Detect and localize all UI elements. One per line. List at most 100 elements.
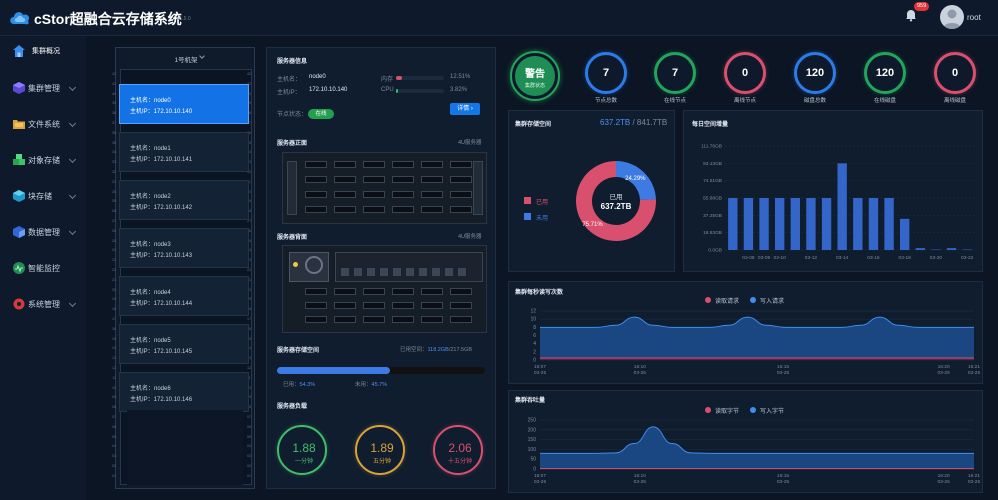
bar[interactable] (931, 249, 941, 251)
drive-bay (305, 302, 327, 309)
rack-unit-number: 34 (247, 150, 251, 155)
detail-button-label: 详情 (457, 106, 470, 112)
bar[interactable] (821, 197, 832, 250)
bar[interactable] (868, 197, 879, 250)
bar[interactable] (915, 248, 925, 250)
bar[interactable] (884, 197, 894, 250)
x-tick-label: 03-10 (774, 255, 787, 261)
rack-unit-number: 31 (247, 179, 251, 184)
x-tick-label: 03-14 (836, 255, 849, 261)
chevron-down-icon (68, 299, 77, 308)
rack-node-slot[interactable]: 主机名：node3 主机IP：172.10.10.143 (119, 228, 249, 268)
io-port (341, 268, 349, 276)
rack-unit-number: 18 (247, 307, 251, 312)
rack-title[interactable]: 1号机架 (174, 57, 198, 64)
legend-used-label[interactable]: 已用 (536, 200, 549, 206)
sidebar-item-monitoring[interactable]: 智能监控 (0, 257, 86, 281)
bar[interactable] (775, 197, 785, 250)
rack-unit-number: 20 (247, 287, 251, 292)
bar[interactable] (946, 248, 957, 250)
rack-unit-number: 40 (112, 91, 116, 96)
x-tick-date: 03-25 (968, 370, 981, 376)
cluster-stat-value: 7 (671, 67, 679, 79)
data-icon (13, 226, 25, 238)
user-icon (943, 9, 961, 29)
sidebar-item-filesystem[interactable]: 文件系统 (0, 113, 86, 137)
x-tick-date: 03-25 (634, 479, 647, 485)
sidebar-item-label: 文件系统 (28, 120, 60, 129)
x-tick-date: 03-25 (534, 370, 547, 376)
rack-node-slot[interactable]: 主机名：node0 主机IP：172.10.10.140 (119, 84, 249, 124)
rack-unit-number: 40 (247, 91, 251, 96)
rack-node-slot[interactable]: 主机名：node2 主机IP：172.10.10.142 (119, 180, 249, 220)
rack-node-slot[interactable]: 主机名：node1 主机IP：172.10.10.141 (119, 132, 249, 172)
drive-bay (392, 288, 414, 295)
rack-node-slot[interactable]: 主机名：node5 主机IP：172.10.10.145 (119, 324, 249, 364)
sidebar-item-block-storage[interactable]: 块存储 (0, 185, 86, 209)
drive-bay (450, 191, 472, 198)
x-tick-label: 03-16 (867, 255, 880, 261)
bar[interactable] (728, 197, 738, 250)
node-name: 主机名：node3 (130, 242, 171, 248)
cluster-stat-ring: 7 (585, 52, 627, 94)
y-tick-label: 0 (533, 358, 536, 364)
sidebar-item-data-management[interactable]: 数据管理 (0, 221, 86, 245)
sidebar-item-system[interactable]: 系统管理 (0, 293, 86, 317)
node-ip: 主机IP：172.10.10.140 (130, 109, 193, 115)
drive-bay (305, 161, 327, 168)
bar[interactable] (837, 163, 847, 250)
x-tick-date: 03-25 (937, 479, 950, 485)
rack-unit-number: 19 (247, 297, 251, 302)
rack-node-slot[interactable]: 主机名：node4 主机IP：172.10.10.144 (119, 276, 249, 316)
bar[interactable] (759, 197, 769, 250)
throughput-legend-write[interactable]: 写入字节 (760, 409, 785, 415)
series-line[interactable] (540, 426, 974, 454)
bar[interactable] (743, 197, 754, 250)
drive-bay (450, 302, 472, 309)
sidebar-item-object-storage[interactable]: 对象存储 (0, 149, 86, 173)
drive-bay (450, 316, 472, 323)
rack-unit-number: 36 (112, 130, 116, 135)
sidebar-item-label: 智能监控 (28, 264, 60, 273)
series-line[interactable] (540, 316, 974, 328)
drive-bay (421, 206, 443, 213)
bar[interactable] (790, 197, 800, 250)
user-avatar[interactable] (940, 5, 964, 29)
legend-free-label[interactable]: 未用 (536, 216, 549, 222)
rack-unit-number: 29 (112, 199, 116, 204)
bell-icon[interactable] (904, 8, 918, 22)
x-tick-date: 03-25 (634, 370, 647, 376)
sidebar-item-cluster[interactable]: 集群管理 (0, 77, 86, 101)
iops-legend-write-dot (750, 297, 756, 303)
y-tick-label: 18.63GB (703, 230, 722, 236)
throughput-legend-read[interactable]: 读取字节 (715, 409, 740, 415)
bar[interactable] (962, 249, 972, 251)
drive-bay (334, 302, 356, 309)
rack-unit-number: 28 (247, 209, 251, 214)
donut-slice[interactable] (616, 161, 656, 200)
chevron-down-icon (68, 83, 77, 92)
donut-slice[interactable] (576, 161, 656, 241)
drive-bay (305, 176, 327, 183)
detail-button[interactable]: 详情 › (450, 103, 480, 115)
iops-chart: 02468101216:0703-2516:1003-2516:1503-251… (530, 309, 981, 377)
bar[interactable] (806, 197, 816, 250)
front-handle (287, 161, 297, 215)
bar[interactable] (900, 218, 910, 250)
iops-legend-read[interactable]: 读取请求 (715, 299, 740, 305)
iops-legend-write[interactable]: 写入请求 (760, 299, 785, 305)
rack-unit-number: 12 (247, 366, 251, 370)
drive-bay (421, 302, 443, 309)
host-label: 主机名： (277, 77, 302, 83)
memory-label: 内存 (381, 77, 394, 83)
bar[interactable] (853, 197, 863, 250)
sidebar-item-label: 集群概况 (32, 48, 60, 55)
rack-unit-number: 15 (247, 336, 251, 341)
x-tick-date: 03-25 (534, 479, 547, 485)
rack-unit-number: 29 (247, 199, 251, 204)
server-front-image (282, 152, 487, 224)
rack-node-slot[interactable]: 主机名：node6 主机IP：172.10.10.146 (119, 372, 249, 412)
sidebar-item-overview[interactable]: 集群概况 (0, 40, 86, 64)
username[interactable]: root (967, 13, 981, 22)
